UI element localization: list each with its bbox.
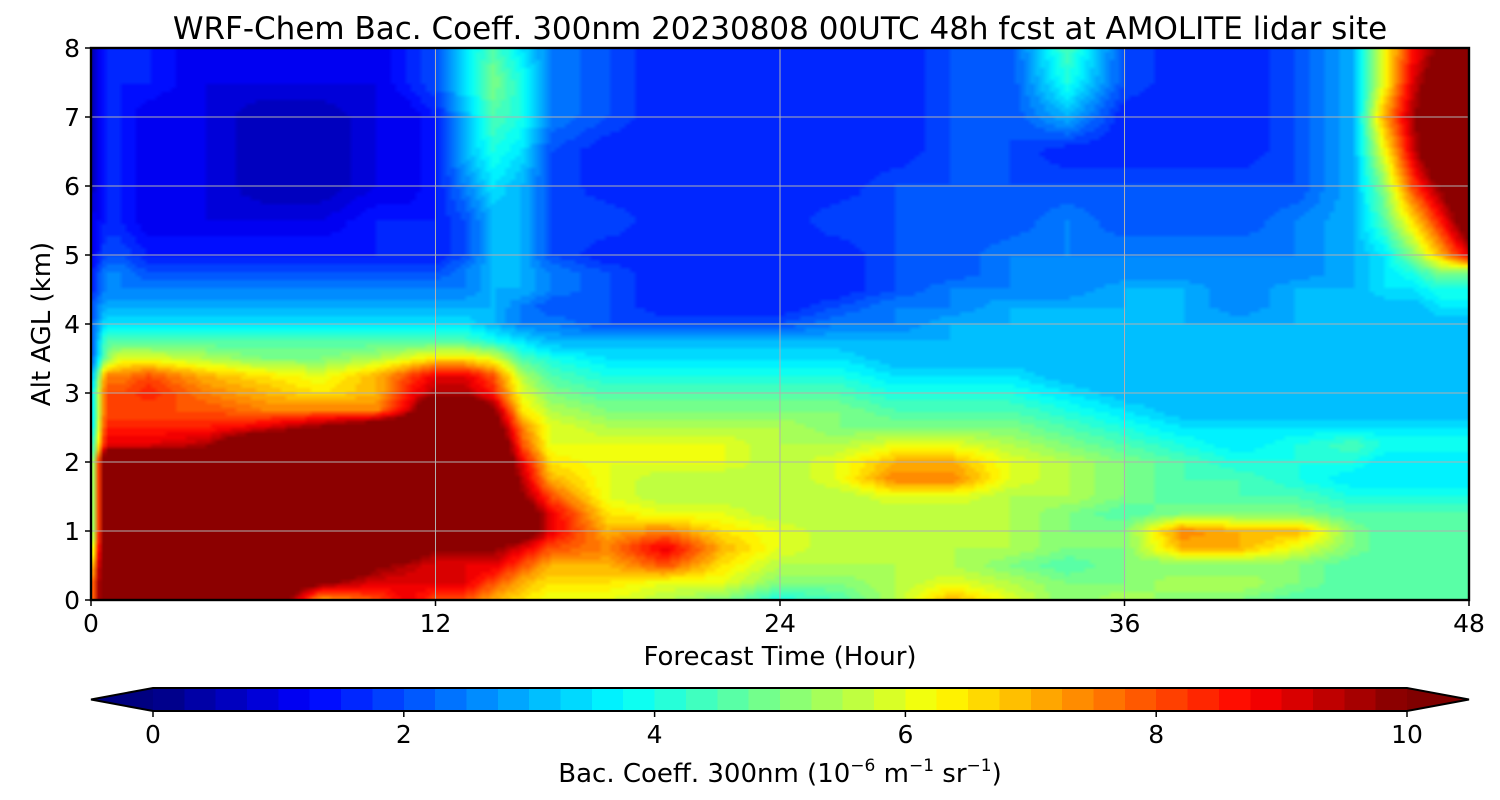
colorbar-label-mid: m <box>875 759 909 789</box>
colorbar-label-exp1: −6 <box>850 756 875 776</box>
colorbar-label-exp2: −1 <box>909 756 934 776</box>
colorbar-extend-low <box>91 688 153 711</box>
colorbar-label: Bac. Coeff. 300nm (10−6 m−1 sr−1) <box>558 756 1001 789</box>
x-axis-label: Forecast Time (Hour) <box>643 642 916 672</box>
colorbar-tick-label: 6 <box>897 720 913 749</box>
colorbar-body <box>153 688 1407 711</box>
x-tick-label: 48 <box>1453 609 1485 638</box>
y-tick-label: 3 <box>64 379 80 408</box>
y-axis-label: Alt AGL (km) <box>27 242 57 406</box>
y-tick-label: 0 <box>64 586 80 615</box>
colorbar-label-end: ) <box>992 759 1002 789</box>
colorbar-label-mid2: sr <box>934 759 967 789</box>
y-tick-label: 7 <box>64 103 80 132</box>
colorbar: 0 2 4 6 8 10 <box>90 687 1470 749</box>
x-axis: 0 12 24 36 48 <box>83 600 1485 638</box>
y-tick-label: 2 <box>64 448 80 477</box>
chart-title: WRF-Chem Bac. Coeff. 300nm 20230808 00UT… <box>173 11 1387 47</box>
colorbar-tick-label: 0 <box>145 720 161 749</box>
colorbar-ticks: 0 2 4 6 8 10 <box>145 711 1423 749</box>
y-tick-label: 4 <box>64 310 80 339</box>
y-tick-label: 1 <box>64 517 80 546</box>
y-tick-label: 6 <box>64 172 80 201</box>
colorbar-tick-label: 10 <box>1391 720 1423 749</box>
colorbar-label-exp3: −1 <box>967 756 992 776</box>
colorbar-tick-label: 8 <box>1148 720 1164 749</box>
colorbar-label-main: Bac. Coeff. 300nm (10 <box>558 759 850 789</box>
x-tick-label: 12 <box>420 609 452 638</box>
y-tick-label: 8 <box>64 34 80 63</box>
colorbar-tick-label: 4 <box>647 720 663 749</box>
y-axis: 0 1 2 3 4 5 6 7 8 <box>64 34 91 615</box>
x-tick-label: 36 <box>1109 609 1141 638</box>
x-tick-label: 24 <box>764 609 796 638</box>
y-tick-label: 5 <box>64 241 80 270</box>
x-tick-label: 0 <box>83 609 99 638</box>
colorbar-extend-high <box>1407 688 1469 711</box>
colorbar-tick-label: 2 <box>396 720 412 749</box>
